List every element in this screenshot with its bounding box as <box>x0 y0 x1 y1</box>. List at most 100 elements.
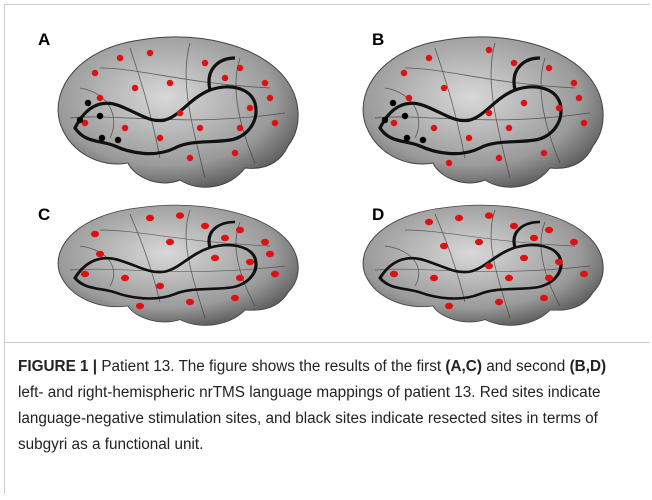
stimulation-site <box>570 239 578 245</box>
panel-brains <box>58 37 603 325</box>
stimulation-site <box>237 65 243 71</box>
caption-text: (B,D) <box>570 358 607 375</box>
stimulation-site <box>147 50 153 56</box>
stimulation-site <box>156 283 164 289</box>
stimulation-site <box>546 65 552 71</box>
stimulation-site <box>390 271 398 277</box>
stimulation-site <box>486 47 492 53</box>
stimulation-site <box>530 235 538 241</box>
panel-label: B <box>372 30 384 49</box>
stimulation-site <box>505 275 513 281</box>
stimulation-site <box>520 255 528 261</box>
stimulation-site <box>271 271 279 277</box>
stimulation-site <box>166 239 174 245</box>
stimulation-site <box>485 263 493 269</box>
stimulation-site <box>202 60 208 66</box>
page: A B C D FIGURE 1 | Patient 13. The figur… <box>0 0 652 500</box>
stimulation-site <box>246 259 254 265</box>
stimulation-site <box>186 299 194 305</box>
brain-render <box>363 205 603 325</box>
stimulation-site <box>401 70 407 76</box>
stimulation-site <box>506 125 512 131</box>
stimulation-site <box>576 95 582 101</box>
stimulation-site <box>237 125 243 131</box>
stimulation-site <box>391 120 397 126</box>
stimulation-site <box>556 105 562 111</box>
stimulation-site <box>426 55 432 61</box>
resected-site <box>420 137 426 143</box>
stimulation-site <box>97 95 103 101</box>
stimulation-site <box>157 135 163 141</box>
caption: FIGURE 1 | Patient 13. The figure shows … <box>18 354 630 458</box>
stimulation-site <box>406 95 412 101</box>
brain-render <box>363 37 603 187</box>
stimulation-site <box>455 215 463 221</box>
stimulation-site <box>232 150 238 156</box>
stimulation-site <box>495 299 503 305</box>
resected-site <box>402 113 408 119</box>
stimulation-site <box>247 105 253 111</box>
resected-site <box>97 113 103 119</box>
stimulation-site <box>545 227 553 233</box>
caption-text: left- and right-hemispheric nrTMS langua… <box>18 384 600 453</box>
stimulation-site <box>117 55 123 61</box>
stimulation-site <box>511 60 517 66</box>
stimulation-site <box>475 239 483 245</box>
brain-render <box>58 205 298 325</box>
stimulation-site <box>445 303 453 309</box>
stimulation-site <box>167 80 173 86</box>
figure: A B C D <box>0 0 652 342</box>
stimulation-site <box>571 80 577 86</box>
stimulation-site <box>136 303 144 309</box>
brain-render <box>58 37 298 187</box>
stimulation-site <box>92 70 98 76</box>
panel-label: C <box>38 205 50 224</box>
stimulation-site <box>440 243 448 249</box>
stimulation-site <box>236 227 244 233</box>
stimulation-site <box>555 259 563 265</box>
stimulation-site <box>201 223 209 229</box>
resected-site <box>77 117 83 123</box>
caption-text: Patient 13. The figure shows the results… <box>97 358 445 375</box>
resected-site <box>404 135 410 141</box>
stimulation-site <box>431 125 437 131</box>
stimulation-site <box>486 110 492 116</box>
stimulation-site <box>430 275 438 281</box>
stimulation-site <box>266 251 274 257</box>
resected-site <box>382 117 388 123</box>
resected-site <box>390 100 396 106</box>
stimulation-site <box>91 231 99 237</box>
stimulation-site <box>541 150 547 156</box>
stimulation-site <box>262 80 268 86</box>
stimulation-site <box>545 275 553 281</box>
stimulation-site <box>485 212 493 218</box>
stimulation-site <box>267 95 273 101</box>
caption-text: and second <box>482 358 570 375</box>
stimulation-site <box>222 75 228 81</box>
stimulation-site <box>261 239 269 245</box>
stimulation-site <box>211 255 219 261</box>
panel-label: A <box>38 30 50 49</box>
brain <box>363 205 603 325</box>
stimulation-site <box>540 295 548 301</box>
stimulation-site <box>441 85 447 91</box>
stimulation-site <box>446 160 452 166</box>
stimulation-site <box>272 120 278 126</box>
stimulation-site <box>425 219 433 225</box>
stimulation-site <box>510 223 518 229</box>
stimulation-site <box>466 135 472 141</box>
stimulation-site <box>197 125 203 131</box>
stimulation-site <box>236 275 244 281</box>
stimulation-site <box>146 215 154 221</box>
stimulation-site <box>187 155 193 161</box>
stimulation-site <box>231 295 239 301</box>
stimulation-site <box>581 120 587 126</box>
resected-site <box>99 135 105 141</box>
stimulation-site <box>132 85 138 91</box>
stimulation-site <box>177 110 183 116</box>
stimulation-site <box>96 251 104 257</box>
stimulation-site <box>122 125 128 131</box>
resected-site <box>115 137 121 143</box>
resected-site <box>85 100 91 106</box>
stimulation-site <box>496 155 502 161</box>
